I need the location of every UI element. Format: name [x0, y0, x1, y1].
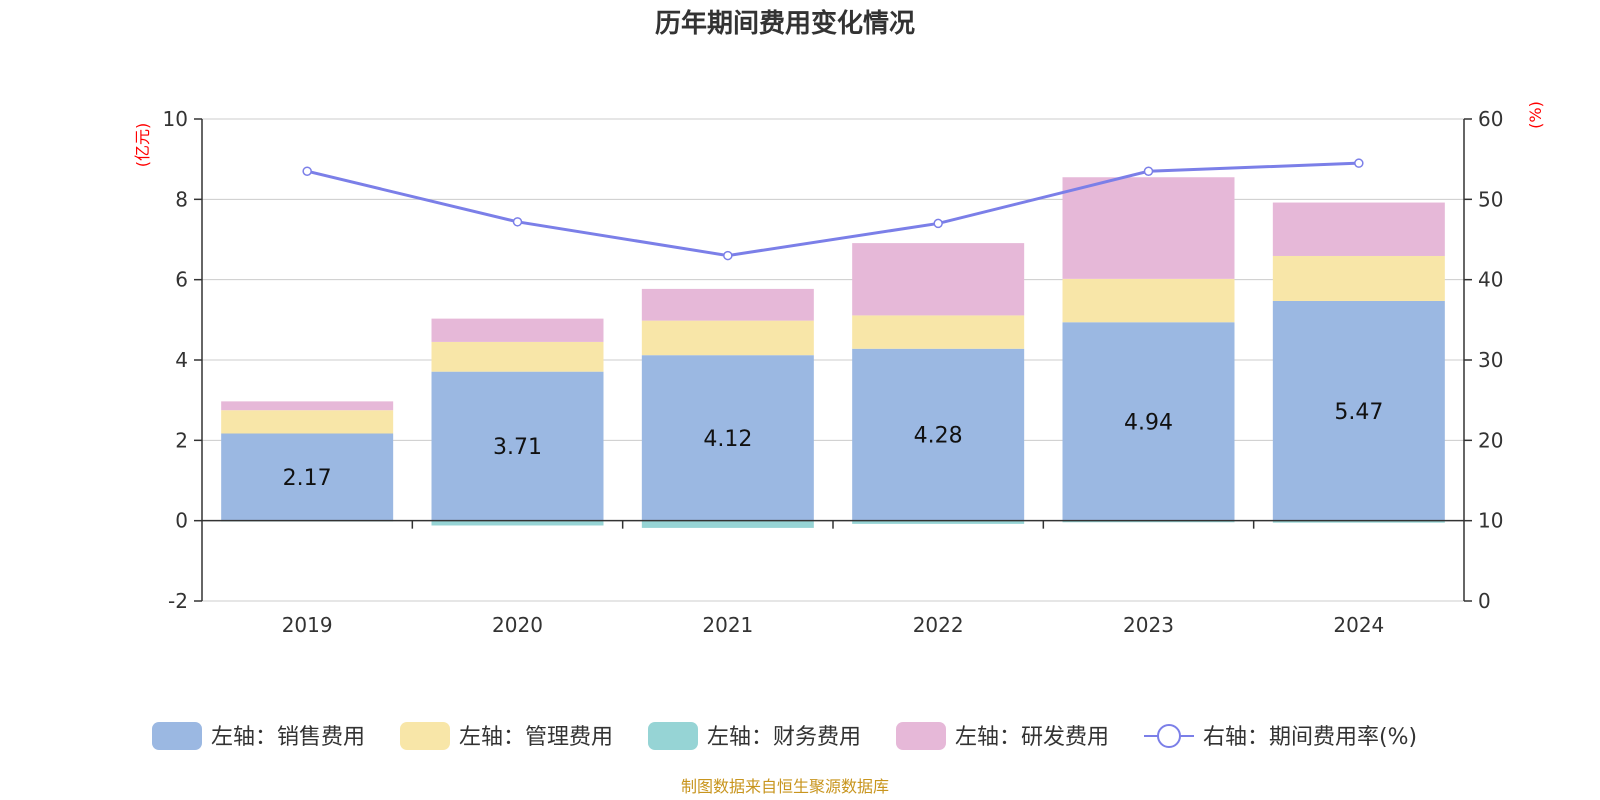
legend-label: 左轴：财务费用: [707, 725, 861, 750]
bar-左轴：研发费用-2020: [431, 318, 604, 342]
legend: 左轴：销售费用 左轴：管理费用 左轴：财务费用 左轴：研发费用 右轴：期间费用率(%): [152, 722, 1417, 750]
right-axis-tick-label: 50: [1478, 187, 1503, 211]
rate-line-group: [302, 158, 1364, 261]
x-axis-category-label: 2023: [1123, 613, 1174, 637]
bar-左轴：管理费用-2023: [1062, 278, 1235, 323]
bar-value-label: 4.28: [914, 424, 963, 449]
right-axis-tick-label: 20: [1478, 428, 1503, 452]
bar-左轴：管理费用-2021: [641, 320, 814, 356]
legend-swatch: [152, 722, 202, 750]
right-axis-tick-label: 10: [1478, 509, 1503, 533]
bar-value-label: 4.94: [1124, 410, 1173, 435]
right-axis-tick-label: 30: [1478, 348, 1503, 372]
legend-label: 左轴：管理费用: [459, 725, 613, 750]
bar-value-label: 2.17: [283, 466, 332, 491]
bar-左轴：研发费用-2023: [1062, 177, 1235, 279]
bar-左轴：销售费用-2020: [431, 371, 604, 521]
right-axis-tick-label: 60: [1478, 107, 1503, 131]
left-axis-tick-label: 6: [175, 268, 188, 292]
bar-左轴：销售费用-2023: [1062, 322, 1235, 521]
bar-左轴：管理费用-2020: [431, 341, 604, 372]
rate-point-2020: [512, 217, 523, 227]
source-note: 制图数据来自恒生聚源数据库: [681, 777, 889, 796]
x-axis-category-label: 2022: [913, 613, 964, 637]
bar-左轴：管理费用-2019: [221, 410, 394, 434]
grid-lines: [202, 118, 1464, 602]
chart-title: 历年期间费用变化情况: [655, 8, 915, 39]
bar-左轴：销售费用-2022: [852, 348, 1025, 521]
left-axis-tick-label: 2: [175, 428, 188, 452]
left-axis-tick-label: 10: [163, 107, 188, 131]
bar-左轴：财务费用-2023: [1062, 520, 1235, 523]
rate-point-2023: [1143, 166, 1154, 176]
x-axis-category-label: 2021: [702, 613, 753, 637]
left-axis-tick-label: 8: [175, 187, 188, 211]
bar-左轴：财务费用-2024: [1272, 520, 1445, 523]
rate-point-2024: [1354, 158, 1364, 168]
bar-value-label: 3.71: [493, 435, 542, 460]
bar-左轴：管理费用-2022: [852, 315, 1025, 349]
legend-label: 左轴：研发费用: [955, 725, 1109, 750]
left-axis-tick-label: 4: [175, 348, 188, 372]
bar-value-label: 4.12: [703, 427, 752, 452]
bar-左轴：财务费用-2022: [852, 520, 1025, 524]
axes: -2 0 2 4 6 8 10 0 10 20 30 40 50 60 2019 2020 2021 2022 20…: [163, 107, 1504, 637]
rate-point-2022: [933, 218, 943, 229]
legend-swatch: [648, 722, 698, 750]
bar-左轴：研发费用-2022: [852, 243, 1025, 316]
right-axis-tick-label: 40: [1478, 268, 1503, 292]
left-axis-unit: (亿元): [133, 123, 152, 168]
x-axis-category-label: 2024: [1333, 613, 1384, 637]
bar-左轴：研发费用-2021: [641, 288, 814, 321]
rate-line: [306, 161, 1359, 258]
legend-swatch: [400, 722, 450, 750]
legend-label: 左轴：销售费用: [211, 725, 365, 750]
bar-左轴：研发费用-2019: [221, 401, 394, 411]
bar-左轴：销售费用-2021: [641, 355, 814, 521]
bar-左轴：销售费用-2019: [221, 433, 394, 521]
x-axis-category-label: 2019: [282, 613, 333, 637]
rate-point-2019: [302, 166, 312, 176]
right-axis-tick-label: 0: [1478, 589, 1491, 613]
bar-group: [221, 177, 1445, 528]
x-axis-category-label: 2020: [492, 613, 543, 637]
bar-左轴：管理费用-2024: [1272, 255, 1445, 301]
bar-左轴：财务费用-2021: [641, 520, 814, 528]
right-axis-unit: (%): [1526, 101, 1545, 129]
bar-左轴：财务费用-2020: [431, 520, 604, 526]
bar-左轴：销售费用-2024: [1272, 300, 1445, 521]
legend-label: 右轴：期间费用率(%): [1203, 725, 1417, 750]
left-axis-tick-label: 0: [175, 509, 188, 533]
rate-point-2021: [723, 250, 733, 261]
data-labels: 2.17 3.71 4.12 4.28 4.94 5.47: [283, 400, 1384, 491]
legend-swatch: [896, 722, 946, 750]
legend-marker: [1157, 724, 1181, 748]
bar-value-label: 5.47: [1334, 400, 1383, 425]
bar-左轴：研发费用-2024: [1272, 202, 1445, 256]
left-axis-tick-label: -2: [168, 589, 188, 613]
